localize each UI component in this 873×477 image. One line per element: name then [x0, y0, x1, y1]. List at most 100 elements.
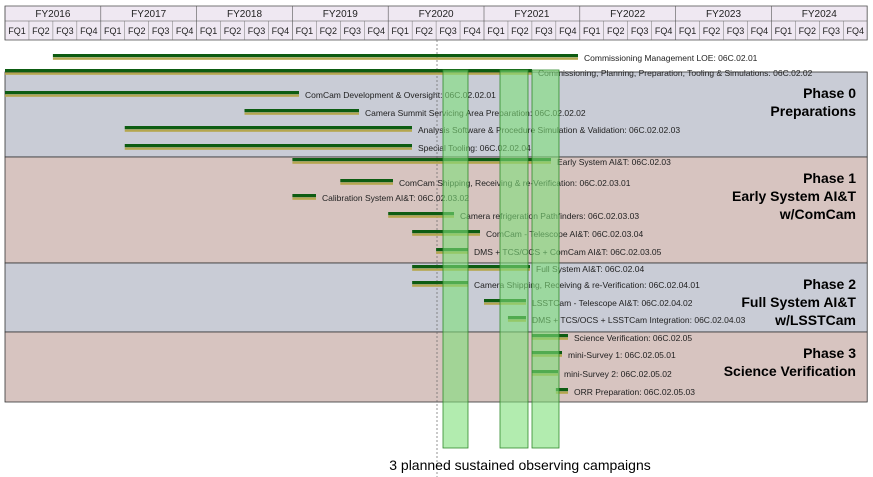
quarter-label: FQ4 [655, 26, 673, 36]
observing-campaign-column [442, 69, 469, 449]
task-bar [124, 126, 412, 130]
task-bar [412, 265, 530, 269]
phase-title-label: w/LSSTCam [774, 312, 856, 328]
task-bar [244, 109, 359, 113]
observing-campaign-column [499, 69, 529, 449]
quarter-label: FQ3 [56, 26, 74, 36]
task-label: Early System AI&T: 06C.02.03 [557, 157, 671, 167]
quarter-label: FQ4 [176, 26, 194, 36]
task-bar [292, 158, 551, 162]
task-baseline-bar [555, 391, 568, 394]
task-baseline-bar [52, 57, 578, 60]
task-label: ORR Preparation: 06C.02.05.03 [574, 387, 695, 397]
fy-label: FY2017 [131, 9, 166, 20]
quarter-label: FQ1 [391, 26, 409, 36]
fy-label: FY2018 [227, 9, 262, 20]
task-label: Science Verification: 06C.02.05 [574, 333, 692, 343]
task-label: Calibration System AI&T: 06C.02.03.02 [322, 193, 469, 203]
quarter-label: FQ3 [823, 26, 841, 36]
quarter-label: FQ2 [607, 26, 625, 36]
task-baseline-bar [124, 129, 412, 132]
fy-label: FY2021 [514, 9, 549, 20]
quarter-label: FQ2 [799, 26, 817, 36]
quarter-label: FQ2 [128, 26, 146, 36]
phase-band-3 [4, 331, 868, 403]
quarter-label: FQ1 [679, 26, 697, 36]
task-label: ComCam Development & Oversight: 06C.02.0… [305, 90, 496, 100]
phase-band-0 [4, 71, 868, 158]
fy-label: FY2022 [610, 9, 645, 20]
quarter-label: FQ3 [248, 26, 266, 36]
quarter-label: FQ1 [583, 26, 601, 36]
phase-title-label: Science Verification [724, 363, 856, 379]
chart-caption: 3 planned sustained observing campaigns [389, 457, 651, 473]
fy-label: FY2016 [35, 9, 70, 20]
task-baseline-bar [5, 72, 532, 75]
task-baseline-bar [340, 182, 393, 185]
task-baseline-bar [244, 112, 359, 115]
quarter-label: FQ3 [152, 26, 170, 36]
quarter-label: FQ2 [511, 26, 529, 36]
task-bar [340, 179, 393, 183]
task-label: Full System AI&T: 06C.02.04 [536, 264, 644, 274]
quarter-label: FQ4 [80, 26, 98, 36]
quarter-label: FQ4 [559, 26, 577, 36]
task-label: Camera Summit Servicing Area Preparation… [365, 108, 586, 118]
phase-title-label: Early System AI&T [732, 188, 856, 204]
task-label: Camera Shipping, Receiving & re-Verifica… [474, 280, 700, 290]
fy-label: FY2023 [706, 9, 741, 20]
task-label: Commissioning Management LOE: 06C.02.01 [584, 53, 758, 63]
task-baseline-bar [412, 284, 468, 287]
quarter-label: FQ3 [344, 26, 362, 36]
quarter-label: FQ1 [775, 26, 793, 36]
quarter-label: FQ2 [703, 26, 721, 36]
task-label: DMS + TCS/OCS + LSSTCam Integration: 06C… [532, 315, 746, 325]
quarter-label: FQ1 [296, 26, 314, 36]
fy-label: FY2020 [419, 9, 454, 20]
task-bar [555, 388, 568, 392]
phase-number-label: Phase 1 [803, 170, 856, 186]
task-bar [388, 212, 454, 216]
fy-label: FY2019 [323, 9, 358, 20]
quarter-label: FQ3 [535, 26, 553, 36]
task-label: ComCam - Telescope AI&T: 06C.02.03.04 [486, 229, 643, 239]
quarter-label: FQ4 [367, 26, 385, 36]
phase-number-label: Phase 0 [803, 85, 856, 101]
quarter-label: FQ3 [439, 26, 457, 36]
task-bar [292, 194, 316, 198]
quarter-label: FQ4 [751, 26, 769, 36]
quarter-label: FQ1 [487, 26, 505, 36]
task-bar [5, 69, 532, 73]
task-label: Commissioning, Planning, Preparation, To… [538, 68, 813, 78]
task-baseline-bar [412, 268, 530, 271]
phase-title-label: Full System AI&T [741, 294, 856, 310]
task-label: LSSTCam - Telescope AI&T: 06C.02.04.02 [532, 298, 693, 308]
phase-number-label: Phase 3 [803, 345, 856, 361]
quarter-label: FQ4 [272, 26, 290, 36]
quarter-label: FQ1 [8, 26, 26, 36]
quarter-label: FQ2 [224, 26, 242, 36]
phase-band-2 [4, 262, 868, 333]
quarter-label: FQ3 [631, 26, 649, 36]
task-label: mini-Survey 2: 06C.02.05.02 [564, 369, 672, 379]
task-baseline-bar [5, 94, 299, 97]
task-baseline-bar [292, 197, 316, 200]
phase-title-label: w/ComCam [779, 206, 856, 222]
task-label: DMS + TCS/OCS + ComCam AI&T: 06C.02.03.0… [474, 247, 662, 257]
task-baseline-bar [124, 147, 412, 150]
observing-campaign-column [531, 69, 560, 449]
quarter-label: FQ2 [415, 26, 433, 36]
task-bar [5, 91, 299, 95]
task-baseline-bar [388, 215, 454, 218]
task-bar [124, 144, 412, 148]
quarter-label: FQ1 [200, 26, 218, 36]
fy-label: FY2024 [802, 9, 837, 20]
quarter-label: FQ3 [727, 26, 745, 36]
phase-number-label: Phase 2 [803, 276, 856, 292]
task-label: mini-Survey 1: 06C.02.05.01 [568, 350, 676, 360]
task-bar [52, 54, 578, 58]
phase-band-1 [4, 156, 868, 264]
quarter-label: FQ2 [32, 26, 50, 36]
phase-title-label: Preparations [770, 103, 856, 119]
